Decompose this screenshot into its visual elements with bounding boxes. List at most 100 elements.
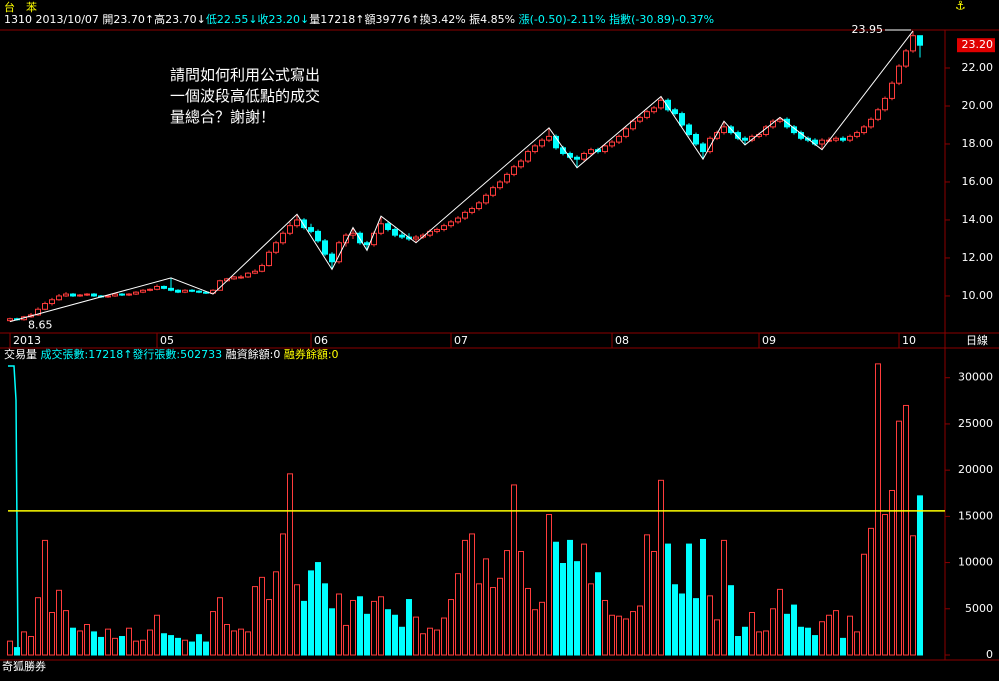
candle-body	[308, 227, 314, 232]
volume-bar	[749, 611, 755, 656]
volume-bar	[707, 595, 713, 656]
candle-body	[490, 187, 496, 196]
volume-bar	[210, 611, 216, 656]
volume-bar	[91, 631, 97, 656]
candle-body	[7, 318, 13, 322]
zigzag-line	[9, 30, 914, 323]
volume-bar	[714, 619, 720, 656]
volume-bar	[476, 583, 482, 656]
candle-body	[35, 308, 41, 316]
info-segment: 額39776↑	[364, 13, 419, 26]
candle-body	[119, 293, 125, 296]
candle-body	[455, 217, 461, 223]
x-tick-label: 09	[762, 334, 776, 347]
volume-bar	[455, 573, 461, 656]
candle-body	[126, 293, 132, 296]
candle-body	[672, 109, 678, 115]
candle-body	[511, 166, 517, 175]
volume-bar	[161, 633, 167, 656]
info-segment: 1310 2013/10/07	[4, 13, 102, 26]
info-segment: 融資餘額:0	[226, 347, 284, 361]
volume-bar	[679, 593, 685, 656]
volume-bar	[623, 618, 629, 656]
volume-bar	[805, 627, 811, 656]
candle-body	[539, 139, 545, 147]
candle-body	[819, 139, 825, 145]
volume-bar	[567, 539, 573, 656]
candle-body	[112, 293, 118, 297]
candle-body	[441, 225, 447, 230]
y-tick-label: 10.00	[962, 289, 994, 302]
volume-bar	[21, 631, 27, 656]
volume-bar	[560, 563, 566, 656]
candle-body	[371, 232, 377, 246]
volume-bar	[448, 599, 454, 656]
volume-bar	[847, 615, 853, 656]
volume-bar	[35, 597, 41, 656]
y-tick-label: 30000	[958, 371, 993, 384]
volume-bar	[357, 596, 363, 656]
y-tick-label: 15000	[958, 509, 993, 522]
candle-body	[364, 242, 370, 246]
candle-body	[49, 299, 55, 305]
candle-body	[497, 181, 503, 189]
candle-body	[742, 137, 748, 141]
volume-bar	[42, 539, 48, 656]
volume-bar	[7, 640, 13, 656]
volume-bar	[777, 588, 783, 656]
volume-bar	[763, 630, 769, 656]
y-tick-label: 5000	[965, 602, 993, 615]
volume-bar	[378, 596, 384, 656]
candle-body	[875, 109, 881, 120]
volume-bar	[910, 535, 916, 656]
candle-body	[679, 113, 685, 126]
candle-body	[588, 149, 594, 154]
volume-bar	[434, 629, 440, 656]
volume-bar	[406, 599, 412, 656]
volume-bar	[287, 473, 293, 656]
candle-body	[259, 265, 265, 272]
volume-bar	[126, 627, 132, 656]
candle-body	[910, 35, 916, 52]
volume-bar	[469, 533, 475, 656]
candle-body	[896, 65, 902, 84]
volume-bar	[511, 484, 517, 656]
candle-body	[637, 116, 643, 122]
volume-average-line	[8, 365, 19, 656]
stock-name: 台 苯	[4, 0, 37, 14]
candle-body	[917, 35, 923, 46]
candle-body	[665, 99, 671, 111]
candle-body	[336, 242, 342, 263]
low-label: 8.65	[28, 319, 53, 332]
candle-body	[56, 295, 62, 301]
volume-bar	[665, 543, 671, 656]
candle-body	[623, 128, 629, 137]
candle-body	[266, 251, 272, 267]
candle-body	[378, 223, 384, 234]
volume-bar	[350, 599, 356, 656]
info-segment: 融券餘額:0	[284, 347, 339, 361]
volume-bar	[14, 647, 20, 656]
volume-header: 交易量 成交張數:17218↑發行張數:502733 融資餘額:0 融券餘額:0	[4, 347, 339, 361]
volume-bar	[553, 541, 559, 656]
volume-bar	[791, 604, 797, 656]
candle-body	[231, 276, 237, 280]
volume-bar	[301, 600, 307, 656]
candle-body	[105, 295, 111, 298]
volume-bar	[399, 626, 405, 656]
volume-bar	[672, 584, 678, 656]
volume-bar	[28, 636, 34, 656]
candle-body	[434, 228, 440, 232]
volume-bar	[189, 641, 195, 656]
volume-bar	[343, 624, 349, 656]
candle-body	[189, 289, 195, 292]
volume-bar	[917, 495, 923, 656]
icon[interactable]: ⚓	[955, 0, 966, 13]
candle-body	[882, 97, 888, 111]
annotation: 量總合？謝謝！	[170, 108, 275, 126]
volume-bar	[329, 608, 335, 656]
volume-bar	[168, 635, 174, 656]
volume-bar	[315, 562, 321, 656]
candle-body	[581, 152, 587, 160]
candle-body	[392, 228, 398, 236]
